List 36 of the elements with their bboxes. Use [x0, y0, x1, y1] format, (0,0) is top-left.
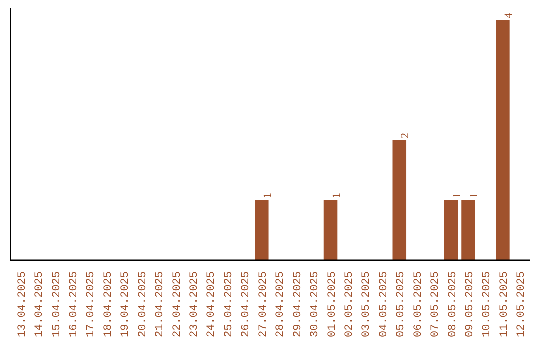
- x-tick-label: 13.04.2025: [16, 271, 29, 338]
- x-tick-label: 30.04.2025: [310, 271, 322, 338]
- x-tick-label: 17.04.2025: [86, 271, 98, 338]
- x-tick-label: 23.04.2025: [189, 271, 202, 338]
- data-label: 1: [262, 193, 274, 198]
- x-tick-label: 29.04.2025: [292, 271, 304, 338]
- x-tick-label: 19.04.2025: [120, 271, 132, 338]
- data-label: 1: [468, 193, 481, 198]
- x-tick-label: 05.05.2025: [396, 271, 408, 338]
- x-tick-label: 16.04.2025: [68, 271, 80, 338]
- x-tick-label: 03.05.2025: [361, 271, 374, 338]
- x-tick-label: 01.05.2025: [326, 271, 339, 338]
- data-label: 1: [451, 193, 464, 198]
- x-tick-label: 14.04.2025: [34, 271, 46, 338]
- x-tick-label: 06.05.2025: [412, 271, 425, 338]
- x-tick-label: 25.04.2025: [223, 271, 236, 338]
- x-tick-label: 21.04.2025: [154, 271, 167, 338]
- x-tick-label: 24.04.2025: [206, 271, 218, 338]
- x-tick-label: 26.04.2025: [240, 271, 253, 338]
- data-label: 1: [330, 193, 343, 198]
- x-tick-label: 09.05.2025: [464, 271, 477, 338]
- data-label: 4: [502, 12, 515, 18]
- x-tick-label: 07.05.2025: [430, 271, 442, 338]
- x-tick-label: 04.05.2025: [378, 271, 390, 338]
- x-tick-label: 28.04.2025: [275, 271, 288, 338]
- x-tick-label: 02.05.2025: [344, 271, 356, 338]
- x-tick-label: 10.05.2025: [482, 271, 494, 338]
- x-tick-label: 22.04.2025: [172, 271, 184, 338]
- x-tick-label: 27.04.2025: [258, 271, 270, 338]
- x-tick-label: 20.04.2025: [137, 271, 150, 338]
- data-label: 2: [400, 133, 412, 138]
- x-tick-label: 12.05.2025: [516, 271, 528, 338]
- x-tick-label: 11.05.2025: [498, 271, 511, 338]
- x-tick-label: 15.04.2025: [51, 271, 64, 338]
- x-tick-label: 08.05.2025: [447, 271, 460, 338]
- x-tick-label: 18.04.2025: [102, 271, 115, 338]
